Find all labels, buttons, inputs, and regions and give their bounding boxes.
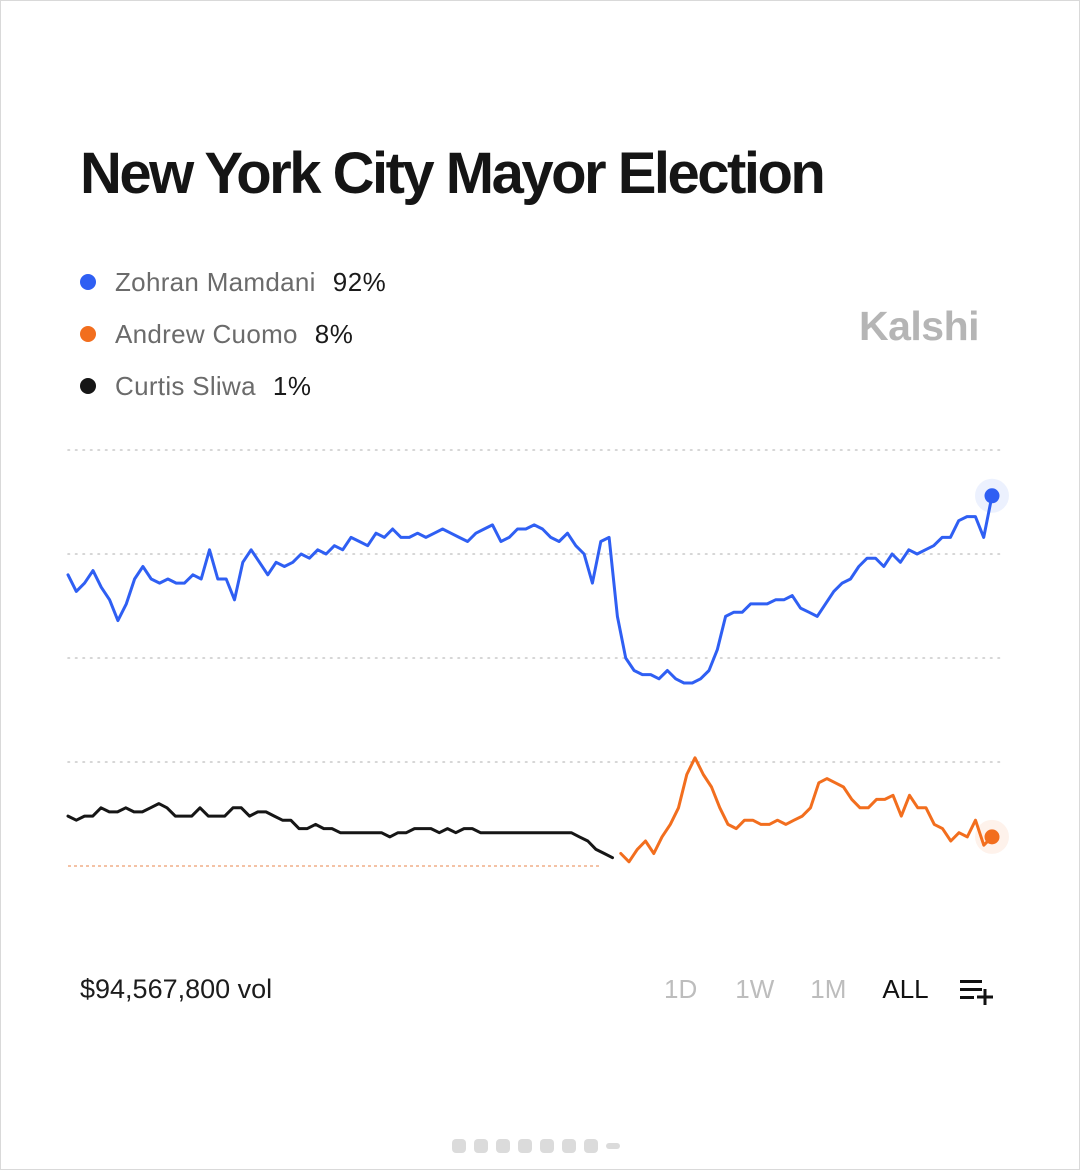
legend-name: Zohran Mamdani — [115, 266, 316, 297]
price-chart[interactable] — [0, 430, 1080, 900]
range-1d-button[interactable]: 1D — [664, 974, 698, 1004]
series-endpoint-dot — [984, 829, 1000, 845]
series-line-2 — [66, 802, 614, 860]
legend-value: 92% — [332, 266, 387, 297]
range-1w-button[interactable]: 1W — [735, 974, 775, 1004]
kalshi-logo: Kalshi — [859, 303, 980, 349]
chart-legend: Zohran Mamdani 92% Andrew Cuomo 8% Curti… — [80, 256, 386, 412]
range-all-button[interactable]: ALL — [882, 974, 929, 1004]
legend-value: 1% — [272, 370, 312, 401]
time-range-selector: 1D 1W 1M ALL — [664, 974, 929, 1005]
series-line-1 — [619, 756, 994, 864]
legend-dot-mamdani — [80, 274, 96, 290]
series-line-0 — [66, 494, 994, 685]
range-1m-button[interactable]: 1M — [810, 974, 847, 1004]
list-add-icon-svg — [960, 980, 993, 1005]
watermark-glyphs — [452, 1139, 620, 1153]
legend-dot-sliwa — [80, 378, 96, 394]
legend-name: Curtis Sliwa — [115, 370, 256, 401]
legend-name: Andrew Cuomo — [115, 318, 298, 349]
legend-item-mamdani: Zohran Mamdani 92% — [80, 256, 386, 308]
legend-value: 8% — [314, 318, 354, 349]
series-endpoint-dot — [984, 488, 1000, 504]
legend-item-sliwa: Curtis Sliwa 1% — [80, 360, 386, 412]
volume-label: $94,567,800 vol — [80, 974, 273, 1004]
list-add-icon[interactable] — [959, 976, 997, 1006]
legend-dot-cuomo — [80, 326, 96, 342]
page-title: New York City Mayor Election — [80, 141, 826, 206]
legend-item-cuomo: Andrew Cuomo 8% — [80, 308, 386, 360]
